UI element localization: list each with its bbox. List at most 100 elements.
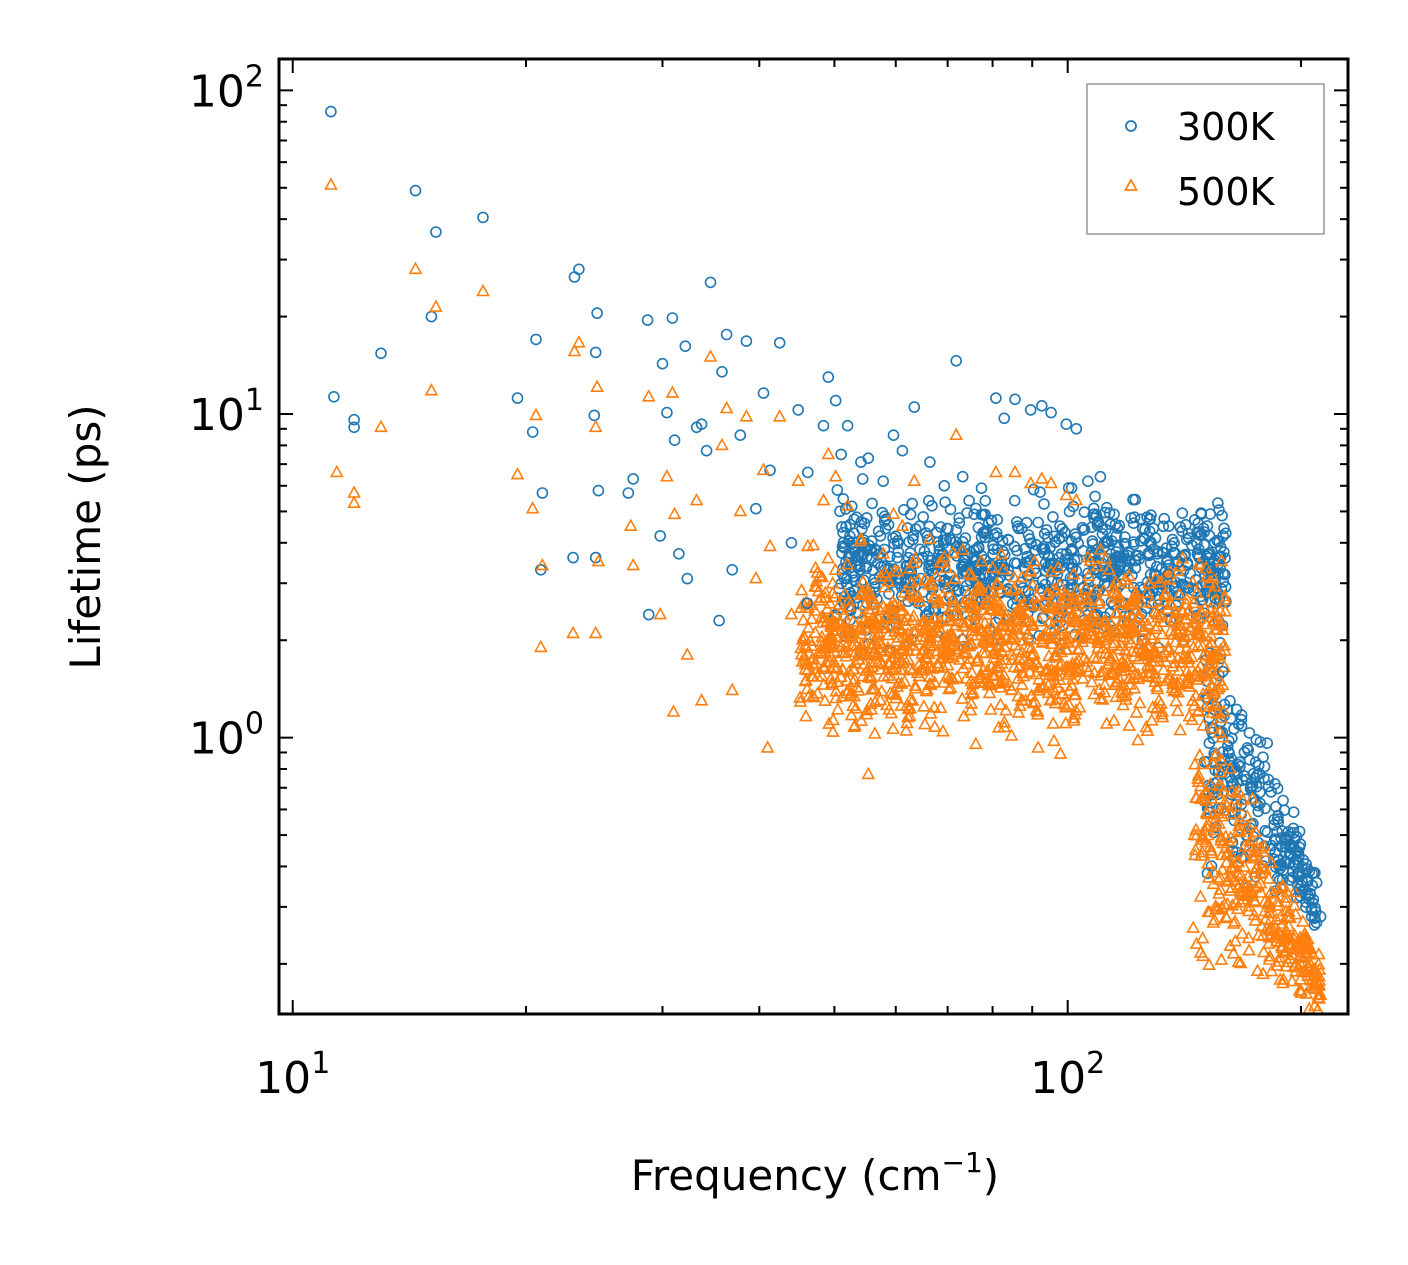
data-point-500k bbox=[641, 389, 656, 402]
data-point-500k bbox=[1217, 592, 1232, 605]
data-point-300k bbox=[862, 452, 875, 465]
data-point-500k bbox=[857, 656, 872, 670]
data-point-300k bbox=[1082, 475, 1094, 488]
data-point-500k bbox=[1192, 611, 1206, 625]
data-point-500k bbox=[909, 643, 924, 656]
data-point-500k bbox=[1201, 856, 1215, 869]
data-point-500k bbox=[791, 473, 806, 487]
data-point-500k bbox=[1285, 947, 1300, 961]
data-point-500k bbox=[1054, 620, 1068, 634]
data-point-300k bbox=[1158, 512, 1170, 525]
data-point-500k bbox=[1013, 698, 1027, 712]
data-point-500k bbox=[911, 573, 925, 586]
data-point-500k bbox=[1131, 609, 1145, 622]
data-point-300k bbox=[975, 482, 988, 495]
data-point-500k bbox=[796, 612, 811, 626]
data-point-500k bbox=[822, 716, 836, 729]
data-point-500k bbox=[1231, 954, 1246, 968]
data-point-500k bbox=[1179, 596, 1194, 610]
data-point-300k bbox=[865, 535, 878, 547]
data-point-500k bbox=[982, 685, 997, 699]
data-point-500k bbox=[1278, 930, 1293, 943]
data-point-300k bbox=[792, 404, 805, 416]
data-point-300k bbox=[1282, 830, 1295, 842]
data-point-500k bbox=[1084, 627, 1099, 641]
data-point-500k bbox=[1296, 914, 1310, 927]
data-point-500k bbox=[749, 570, 763, 584]
data-point-500k bbox=[964, 696, 979, 709]
data-point-500k bbox=[1011, 705, 1026, 718]
data-point-300k bbox=[1070, 422, 1083, 435]
data-point-500k bbox=[868, 694, 883, 708]
data-point-500k bbox=[626, 557, 641, 571]
data-point-300k bbox=[679, 340, 692, 353]
data-point-500k bbox=[961, 586, 976, 600]
data-point-300k bbox=[1129, 554, 1141, 567]
data-point-500k bbox=[1067, 596, 1082, 610]
data-point-500k bbox=[970, 650, 985, 664]
legend-marker-300k bbox=[1125, 120, 1137, 132]
data-point-300k bbox=[1037, 543, 1050, 556]
data-point-500k bbox=[882, 702, 896, 715]
data-point-500k bbox=[1029, 666, 1043, 680]
data-point-300k bbox=[848, 513, 860, 526]
data-point-500k bbox=[772, 409, 787, 422]
data-point-500k bbox=[1053, 746, 1068, 759]
data-point-500k bbox=[1091, 633, 1106, 646]
data-point-300k bbox=[1212, 497, 1224, 509]
data-point-300k bbox=[530, 333, 542, 346]
data-point-500k bbox=[1015, 677, 1029, 690]
data-point-500k bbox=[1271, 881, 1286, 895]
data-point-300k bbox=[1034, 486, 1046, 499]
data-point-500k bbox=[1217, 588, 1232, 602]
data-point-500k bbox=[837, 586, 852, 600]
data-point-500k bbox=[1250, 963, 1265, 977]
data-point-500k bbox=[901, 709, 915, 723]
data-point-500k bbox=[846, 698, 860, 712]
data-point-500k bbox=[1257, 839, 1271, 852]
data-point-500k bbox=[1099, 716, 1114, 729]
data-point-500k bbox=[919, 645, 934, 659]
data-point-500k bbox=[918, 716, 932, 730]
data-point-500k bbox=[979, 595, 993, 609]
data-point-500k bbox=[1044, 475, 1058, 489]
data-point-500k bbox=[1268, 928, 1283, 941]
data-point-500k bbox=[1262, 899, 1277, 913]
data-point-500k bbox=[1141, 617, 1155, 630]
data-point-500k bbox=[1108, 624, 1123, 638]
data-point-300k bbox=[1296, 868, 1309, 880]
data-point-500k bbox=[810, 669, 825, 682]
data-point-300k bbox=[1045, 406, 1057, 419]
data-point-500k bbox=[1212, 673, 1227, 686]
data-point-500k bbox=[1142, 668, 1157, 682]
data-point-300k bbox=[1127, 517, 1140, 530]
data-point-500k bbox=[816, 492, 831, 506]
data-point-500k bbox=[1217, 897, 1232, 910]
data-point-300k bbox=[845, 500, 858, 513]
data-point-300k bbox=[891, 551, 904, 564]
data-point-500k bbox=[1263, 949, 1277, 962]
data-point-500k bbox=[1098, 551, 1113, 564]
data-point-500k bbox=[810, 565, 825, 578]
data-point-300k bbox=[1149, 532, 1162, 544]
data-point-500k bbox=[1213, 764, 1228, 778]
data-point-500k bbox=[1234, 868, 1248, 881]
data-point-500k bbox=[1292, 949, 1307, 962]
data-point-500k bbox=[1204, 652, 1218, 665]
data-point-500k bbox=[839, 639, 854, 652]
data-point-500k bbox=[1247, 907, 1262, 921]
data-point-500k bbox=[1041, 662, 1056, 676]
data-point-500k bbox=[1293, 972, 1308, 985]
data-point-500k bbox=[1191, 672, 1206, 685]
data-point-300k bbox=[773, 336, 786, 349]
data-point-500k bbox=[1216, 783, 1231, 797]
data-point-500k bbox=[1241, 819, 1256, 833]
data-point-500k bbox=[955, 542, 970, 555]
data-point-500k bbox=[1204, 843, 1219, 856]
data-point-300k bbox=[764, 464, 776, 477]
data-point-500k bbox=[1067, 710, 1081, 724]
data-point-500k bbox=[1195, 930, 1210, 944]
data-point-500k bbox=[824, 671, 838, 685]
data-point-500k bbox=[908, 681, 923, 694]
data-point-500k bbox=[1208, 898, 1223, 912]
